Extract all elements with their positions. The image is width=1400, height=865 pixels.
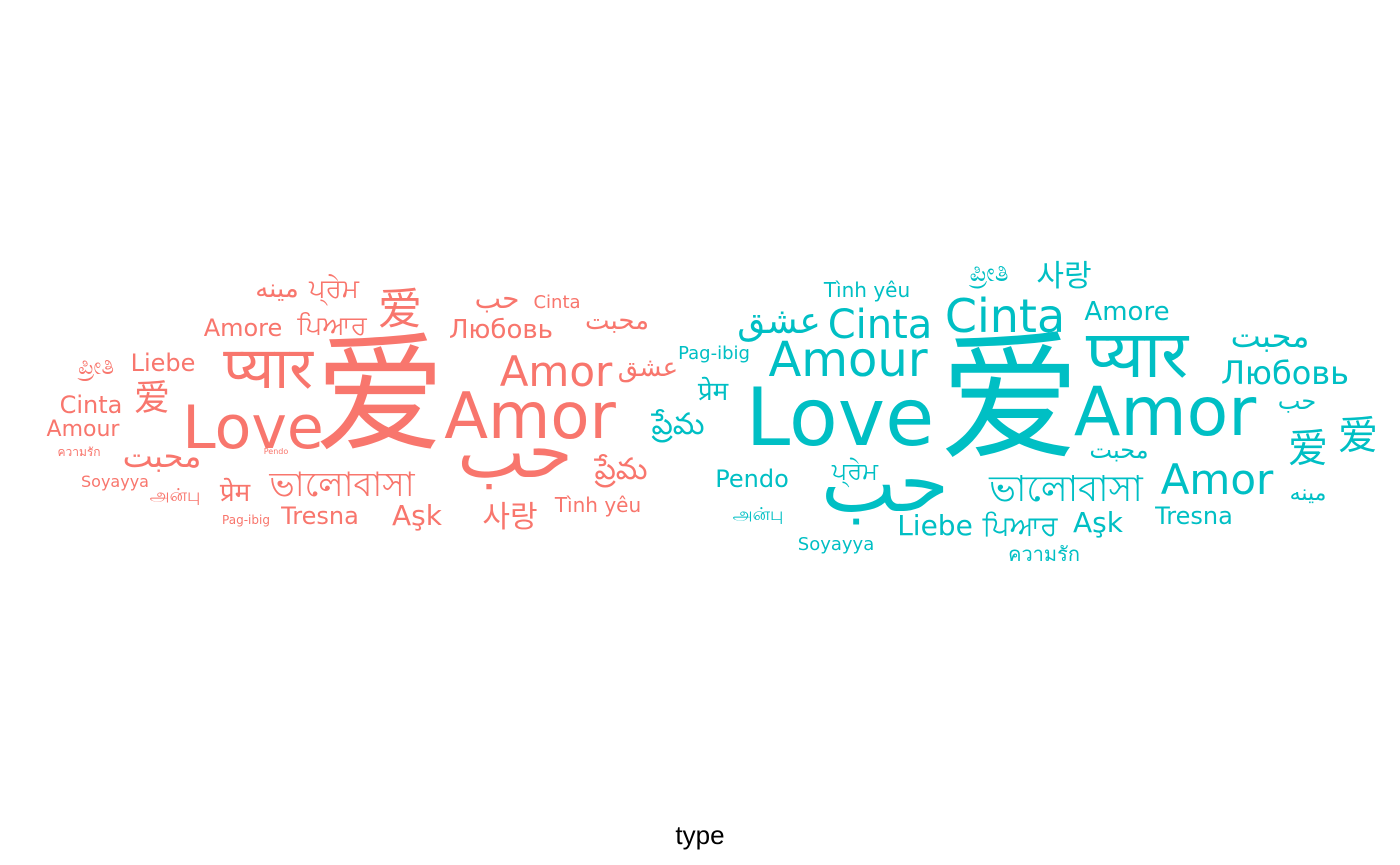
cloud-word: प्यार — [223, 334, 313, 402]
cloud-word: Amore — [1084, 297, 1170, 327]
cloud-word: عشق — [737, 301, 821, 342]
cloud-word: 爱 — [133, 378, 171, 419]
cloud-word: ความรัก — [1008, 542, 1080, 566]
cloud-word: Любовь — [1220, 354, 1350, 392]
cloud-word: ভালোবাসা — [989, 469, 1143, 510]
cloud-word: Pag-ibig — [222, 513, 270, 527]
cloud-word: Cinta — [533, 292, 581, 313]
cloud-word: Amour — [768, 332, 928, 388]
cloud-word: Love — [182, 393, 324, 463]
cloud-word: Aşk — [1073, 506, 1123, 539]
cloud-word: Soyayya — [81, 472, 149, 491]
x-axis-label: type — [675, 820, 725, 850]
cloud-word: Pag-ibig — [678, 343, 750, 364]
cloud-word: حب — [1277, 387, 1317, 415]
cloud-word: Liebe — [130, 349, 196, 377]
cloud-word: 爱 — [1288, 426, 1328, 472]
cloud-word: ความรัก — [57, 445, 101, 459]
cloud-word: Pendo — [715, 465, 789, 493]
cloud-word: प्रेम — [219, 478, 251, 508]
cloud-word: Soyayya — [797, 534, 875, 555]
cloud-word: 사랑 — [482, 500, 538, 535]
cloud-word: عشق — [617, 353, 679, 383]
cloud-word: Amor — [1073, 373, 1257, 452]
cloud-word: 爱 — [1338, 413, 1378, 459]
cloud-word: Amor — [444, 380, 616, 454]
cloud-word: Liebe — [897, 509, 973, 542]
cloud-word: ভালোবাসা — [269, 465, 415, 505]
cloud-word: Cinta — [59, 391, 123, 419]
cloud-word: محبت — [1089, 436, 1149, 464]
cloud-word: Tình yêu — [554, 493, 642, 517]
cloud-word: Aşk — [392, 499, 442, 532]
cloud-word: محبت — [1230, 317, 1310, 355]
cloud-word: Cinta — [827, 302, 933, 348]
cloud-word: ప్రేమ — [594, 452, 648, 487]
cloud-word: 사랑 — [1036, 259, 1092, 294]
cloud-word: Amor — [1160, 455, 1274, 504]
cloud-word: حب — [820, 437, 950, 530]
cloud-word: ਪ੍ਰੇਮ — [831, 457, 879, 485]
cloud-word: Любовь — [448, 315, 554, 345]
cloud-word: அன்பு — [149, 485, 201, 506]
word-cloud: 爱 Love Amor حب प्यार Amor ভালোবাসা Любовь 爱 عشق ప్… — [46, 258, 1378, 566]
cloud-word: مينه — [255, 274, 299, 304]
cloud-word: प्यार — [1085, 316, 1189, 393]
cloud-word: حب — [457, 410, 573, 494]
cloud-word: ਪਿਆਰ — [982, 509, 1058, 542]
cloud-word: Tresna — [1155, 502, 1233, 530]
cloud-word: Amore — [203, 314, 283, 342]
cloud-word: அன்பு — [732, 504, 784, 525]
cloud-word: 爱 — [314, 319, 446, 471]
cloud-word: Love — [745, 371, 935, 464]
cloud-word: مينه — [1289, 481, 1327, 506]
cloud-word: حب — [474, 282, 520, 315]
cloud-word: محبت — [584, 306, 650, 336]
cloud-word: Amor — [499, 347, 613, 396]
cloud-word: Pendo — [263, 447, 289, 456]
cloud-word: प्रेम — [697, 377, 729, 407]
cloud-word: Cinta — [944, 289, 1066, 343]
cloud-word: Tình yêu — [823, 278, 911, 302]
cloud-word: ਪਿਆਰ — [297, 311, 367, 341]
cloud-word: ప్రేమ — [651, 407, 705, 442]
cloud-word: 爱 — [378, 284, 422, 335]
cloud-word: ಪ್ರೀತಿ — [77, 352, 115, 380]
cloud-word: ಪ್ರೀತಿ — [969, 258, 1009, 288]
cloud-word: Tresna — [281, 502, 359, 530]
cloud-word: Amour — [46, 417, 120, 442]
cloud-word: محبت — [122, 437, 202, 475]
cloud-word: ਪ੍ਰੇਮ — [309, 274, 359, 304]
cloud-word: 爱 — [939, 318, 1081, 481]
